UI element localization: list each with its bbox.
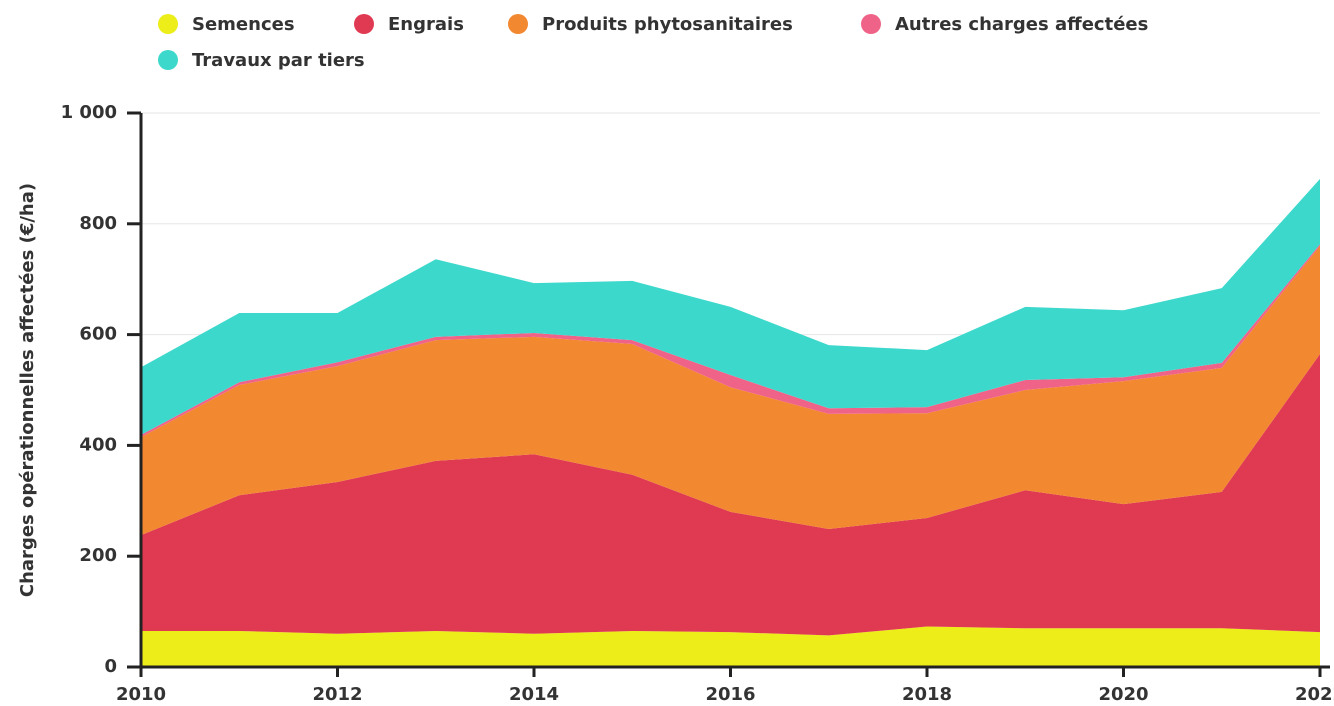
legend-marker xyxy=(158,14,178,34)
legend-label: Produits phytosanitaires xyxy=(542,14,793,35)
y-axis-label: Charges opérationnelles affectées (€/ha) xyxy=(17,183,38,597)
y-tick-label: 800 xyxy=(79,213,117,234)
y-tick-label: 200 xyxy=(79,545,117,566)
area xyxy=(141,626,1320,667)
area xyxy=(141,178,1320,435)
x-tick-label: 2014 xyxy=(509,684,559,705)
y-tick-label: 400 xyxy=(79,434,117,455)
legend-label: Travaux par tiers xyxy=(192,50,365,71)
x-tick-label: 2020 xyxy=(1098,684,1148,705)
legend-label: Engrais xyxy=(388,14,464,35)
x-tick-label: 2012 xyxy=(312,684,362,705)
x-tick-label: 2018 xyxy=(902,684,952,705)
legend-label: Semences xyxy=(192,14,295,35)
x-tick-label: 2010 xyxy=(116,684,166,705)
legend-marker xyxy=(861,14,881,34)
y-tick-label: 1 000 xyxy=(61,102,117,123)
legend-marker xyxy=(508,14,528,34)
x-tick-label: 2016 xyxy=(705,684,755,705)
legend-marker xyxy=(158,50,178,70)
y-tick-label: 0 xyxy=(104,656,117,677)
area xyxy=(141,353,1320,636)
area xyxy=(141,244,1320,438)
area xyxy=(141,245,1320,536)
legend-label: Autres charges affectées xyxy=(895,14,1148,35)
x-tick-label: 2022 xyxy=(1295,684,1334,705)
y-tick-label: 600 xyxy=(79,324,117,345)
legend-marker xyxy=(354,14,374,34)
